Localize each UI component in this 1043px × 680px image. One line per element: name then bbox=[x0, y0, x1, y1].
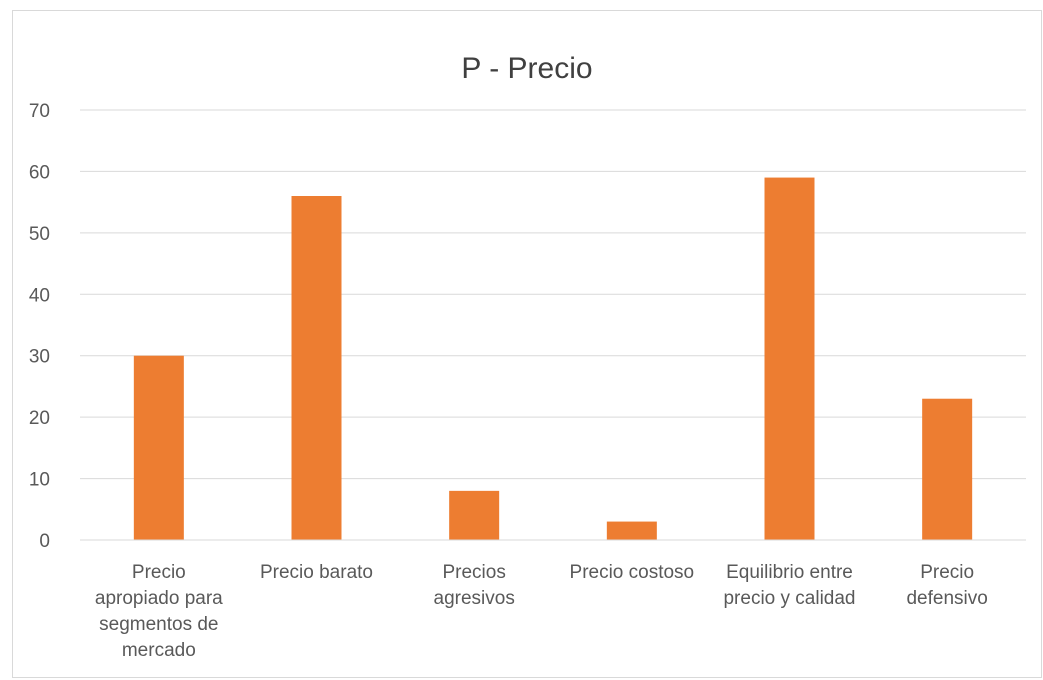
y-tick-label: 60 bbox=[29, 162, 50, 183]
y-tick-label: 20 bbox=[29, 408, 50, 429]
y-axis-ticks: 0 10 20 30 40 50 60 70 bbox=[29, 101, 50, 552]
y-tick-label: 50 bbox=[29, 224, 50, 245]
bar bbox=[133, 355, 184, 540]
y-tick-label: 0 bbox=[39, 531, 50, 552]
bar bbox=[922, 398, 973, 540]
bars bbox=[133, 177, 973, 541]
category-label: Equilibrio entre precio y calidad bbox=[723, 562, 855, 609]
category-label: Precio apropiado para segmentos de mercado bbox=[95, 562, 223, 661]
y-tick-label: 30 bbox=[29, 347, 50, 368]
bar bbox=[606, 521, 657, 540]
category-label: Precio barato bbox=[260, 562, 373, 583]
chart-title: P - Precio bbox=[461, 52, 593, 85]
bar bbox=[449, 490, 500, 540]
bar bbox=[291, 196, 342, 540]
y-tick-label: 70 bbox=[29, 101, 50, 122]
category-label: Precio costoso bbox=[570, 562, 695, 583]
gridlines bbox=[80, 109, 1026, 480]
y-tick-label: 10 bbox=[29, 470, 50, 491]
category-label: Precios agresivos bbox=[434, 562, 515, 609]
bar bbox=[764, 177, 815, 541]
category-label: Precio defensivo bbox=[906, 562, 987, 609]
y-tick-label: 40 bbox=[29, 285, 50, 306]
chart-frame: P - Precio bbox=[12, 10, 1042, 678]
category-labels: Precio apropiado para segmentos de mercado P… bbox=[95, 562, 988, 661]
